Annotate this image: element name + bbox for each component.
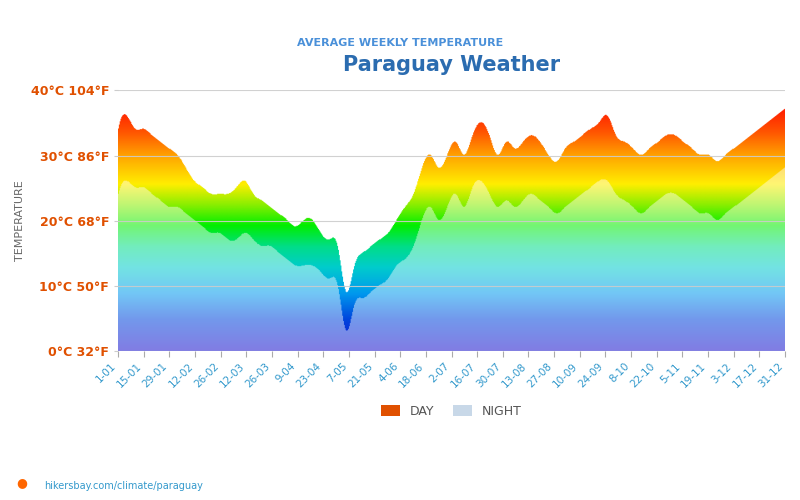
Text: hikersbay.com/climate/paraguay: hikersbay.com/climate/paraguay: [44, 481, 203, 491]
Y-axis label: TEMPERATURE: TEMPERATURE: [15, 180, 25, 261]
Title: Paraguay Weather: Paraguay Weather: [343, 55, 560, 75]
Legend: DAY, NIGHT: DAY, NIGHT: [376, 400, 527, 422]
Text: ●: ●: [16, 476, 27, 489]
Text: AVERAGE WEEKLY TEMPERATURE: AVERAGE WEEKLY TEMPERATURE: [297, 38, 503, 48]
